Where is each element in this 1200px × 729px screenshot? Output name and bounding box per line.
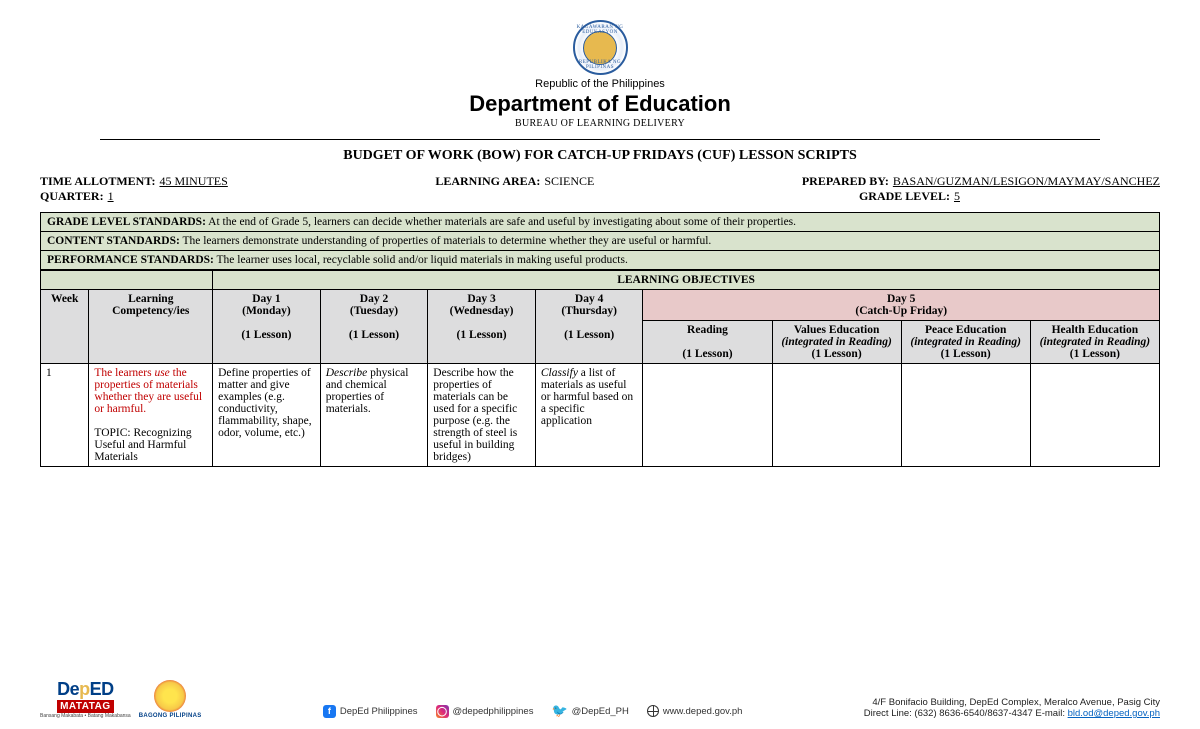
twitter-link[interactable]: 🐦 @DepEd_PH bbox=[551, 703, 628, 719]
footer-socials: f DepEd Philippines ◯ @depedphilippines … bbox=[323, 703, 743, 719]
meta-row-2: QUARTER: 1 GRADE LEVEL: 5 bbox=[40, 189, 1160, 204]
cell-health bbox=[1030, 364, 1159, 467]
globe-icon bbox=[647, 705, 659, 717]
instagram-label: @depedphilippines bbox=[453, 706, 534, 717]
objectives-spacer bbox=[41, 271, 213, 290]
cell-competency: The learners use the properties of mater… bbox=[89, 364, 213, 467]
meta-row-1: TIME ALLOTMENT: 45 MINUTES LEARNING AREA… bbox=[40, 174, 1160, 189]
cell-day4: Classify a list of materials as useful o… bbox=[535, 364, 643, 467]
quarter-value: 1 bbox=[108, 189, 114, 204]
prepared-by: PREPARED BY: BASAN/GUZMAN/LESIGON/MAYMAY… bbox=[802, 174, 1160, 189]
website-label: www.deped.gov.ph bbox=[663, 706, 743, 717]
grade-level: GRADE LEVEL: 5 bbox=[859, 189, 960, 204]
quarter-label: QUARTER: bbox=[40, 189, 104, 204]
col-competency: Learning Competency/ies bbox=[89, 290, 213, 364]
bow-table: LEARNING OBJECTIVES Week Learning Compet… bbox=[40, 270, 1160, 467]
time-value: 45 MINUTES bbox=[159, 174, 227, 189]
learning-area-value: SCIENCE bbox=[544, 174, 594, 189]
deped-logo-icon: DepED MATATAG Bansang Makabata • Batang … bbox=[40, 679, 131, 719]
bureau-text: BUREAU OF LEARNING DELIVERY bbox=[40, 118, 1160, 129]
performance-standards: PERFORMANCE STANDARDS: The learner uses … bbox=[41, 251, 1160, 270]
prepared-label: PREPARED BY: bbox=[802, 174, 889, 189]
website-link[interactable]: www.deped.gov.ph bbox=[647, 705, 743, 717]
twitter-label: @DepEd_PH bbox=[572, 706, 629, 717]
prepared-value: BASAN/GUZMAN/LESIGON/MAYMAY/SANCHEZ bbox=[893, 174, 1160, 189]
content-standards: CONTENT STANDARDS: The learners demonstr… bbox=[41, 232, 1160, 251]
cell-reading bbox=[643, 364, 772, 467]
cell-day3: Describe how the properties of materials… bbox=[428, 364, 536, 467]
col-day3: Day 3 (Wednesday) (1 Lesson) bbox=[428, 290, 536, 364]
deped-seal-icon: KAGAWARAN NG EDUKASYON REPUBLIKA NG PILI… bbox=[573, 20, 628, 75]
bagong-pilipinas-logo-icon: BAGONG PILIPINAS bbox=[139, 680, 202, 719]
cell-week: 1 bbox=[41, 364, 89, 467]
footer-logos: DepED MATATAG Bansang Makabata • Batang … bbox=[40, 679, 202, 719]
grade-label: GRADE LEVEL: bbox=[859, 189, 950, 204]
instagram-link[interactable]: ◯ @depedphilippines bbox=[436, 705, 534, 718]
standards-table: GRADE LEVEL STANDARDS: At the end of Gra… bbox=[40, 212, 1160, 270]
col-day5: Day 5 (Catch-Up Friday) bbox=[643, 290, 1160, 321]
col-day1: Day 1 (Monday) (1 Lesson) bbox=[213, 290, 321, 364]
document-title: BUDGET OF WORK (BOW) FOR CATCH-UP FRIDAY… bbox=[40, 148, 1160, 164]
republic-text: Republic of the Philippines bbox=[40, 78, 1160, 90]
cell-day1: Define properties of matter and give exa… bbox=[213, 364, 321, 467]
cell-day2: Describe physical and chemical propertie… bbox=[320, 364, 428, 467]
grade-value: 5 bbox=[954, 189, 960, 204]
time-label: TIME ALLOTMENT: bbox=[40, 174, 155, 189]
header-divider bbox=[100, 139, 1100, 140]
col-peace: Peace Education (integrated in Reading) … bbox=[901, 321, 1030, 364]
facebook-icon: f bbox=[323, 705, 336, 718]
time-allotment: TIME ALLOTMENT: 45 MINUTES bbox=[40, 174, 228, 189]
learning-area: LEARNING AREA: SCIENCE bbox=[435, 174, 594, 189]
learning-area-label: LEARNING AREA: bbox=[435, 174, 540, 189]
email-link[interactable]: bld.od@deped.gov.ph bbox=[1068, 708, 1160, 719]
document-header: KAGAWARAN NG EDUKASYON REPUBLIKA NG PILI… bbox=[40, 20, 1160, 129]
col-values: Values Education (integrated in Reading)… bbox=[772, 321, 901, 364]
cell-peace bbox=[901, 364, 1030, 467]
facebook-label: DepEd Philippines bbox=[340, 706, 418, 717]
page-footer: DepED MATATAG Bansang Makabata • Batang … bbox=[40, 679, 1160, 719]
grade-level-standards: GRADE LEVEL STANDARDS: At the end of Gra… bbox=[41, 213, 1160, 232]
instagram-icon: ◯ bbox=[436, 705, 449, 718]
footer-address: 4/F Bonifacio Building, DepEd Complex, M… bbox=[864, 697, 1160, 719]
col-day2: Day 2 (Tuesday) (1 Lesson) bbox=[320, 290, 428, 364]
learning-objectives-header: LEARNING OBJECTIVES bbox=[213, 271, 1160, 290]
col-week: Week bbox=[41, 290, 89, 364]
facebook-link[interactable]: f DepEd Philippines bbox=[323, 705, 418, 718]
quarter: QUARTER: 1 bbox=[40, 189, 114, 204]
twitter-icon: 🐦 bbox=[551, 703, 567, 719]
department-title: Department of Education bbox=[40, 91, 1160, 117]
col-day4: Day 4 (Thursday) (1 Lesson) bbox=[535, 290, 643, 364]
col-health: Health Education (integrated in Reading)… bbox=[1030, 321, 1159, 364]
table-row: 1 The learners use the properties of mat… bbox=[41, 364, 1160, 467]
col-reading: Reading (1 Lesson) bbox=[643, 321, 772, 364]
cell-values bbox=[772, 364, 901, 467]
